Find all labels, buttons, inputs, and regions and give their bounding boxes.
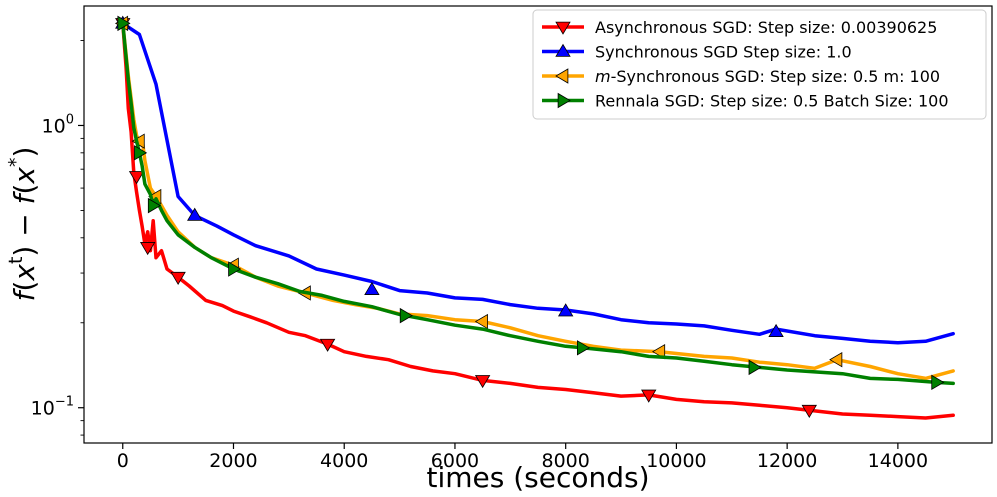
legend: Asynchronous SGD: Step size: 0.00390625 S…	[532, 9, 987, 120]
x-tick-label: 6000	[431, 450, 479, 472]
series-layer	[114, 15, 955, 420]
legend-marker	[555, 68, 569, 84]
series-marker	[931, 374, 945, 391]
series-marker	[128, 171, 145, 185]
series-marker	[474, 375, 491, 389]
x-axis: 0 2000 4000 6000 8000 10000 12000 14000	[117, 443, 928, 472]
x-tick-label: 4000	[320, 450, 368, 472]
x-tick-label: 14000	[868, 450, 928, 472]
series-marker	[139, 242, 156, 256]
series-marker	[801, 404, 817, 418]
legend-item-4: Rennala SGD: Step size: 0.5 Batch Size: …	[542, 92, 949, 111]
series-marker	[364, 281, 380, 295]
series-marker	[641, 389, 657, 403]
series-marker	[170, 271, 186, 286]
legend-item-3: m-Synchronous SGD: Step size: 0.5 m: 100	[542, 67, 940, 86]
series-marker	[187, 207, 203, 221]
legend-label: Asynchronous SGD: Step size: 0.00390625	[595, 18, 937, 37]
series-marker	[652, 343, 666, 360]
series-marker	[117, 15, 131, 32]
x-axis-title: times (seconds)	[426, 461, 649, 494]
y-tick-label: 10−1	[31, 395, 74, 420]
plot-frame	[83, 5, 993, 444]
y-axis-title: f(xt) − f(x*)	[5, 147, 41, 302]
series-marker	[576, 340, 591, 356]
series-marker	[228, 261, 242, 277]
y-tick-label: 100	[42, 112, 74, 137]
series-marker	[829, 351, 843, 368]
series-marker	[474, 313, 488, 330]
legend-marker	[555, 43, 571, 57]
x-tick-label: 8000	[542, 450, 590, 472]
legend-label: m-Synchronous SGD: Step size: 0.5 m: 100	[595, 67, 940, 86]
legend-label: Synchronous SGD Step size: 1.0	[595, 43, 852, 62]
series-marker	[134, 145, 148, 161]
series-marker	[557, 303, 574, 317]
series-marker	[748, 359, 762, 376]
series-marker	[399, 307, 413, 324]
legend-marker	[555, 21, 571, 35]
series-marker	[768, 323, 784, 337]
series-marker	[147, 197, 161, 214]
legend-item-2: Synchronous SGD Step size: 1.0	[542, 43, 852, 62]
series-marker	[319, 338, 336, 352]
series-4	[117, 15, 955, 391]
x-tick-label: 2000	[209, 450, 257, 472]
legend-marker	[557, 92, 571, 109]
x-tick-label: 12000	[757, 450, 817, 472]
legend-item-1: Asynchronous SGD: Step size: 0.00390625	[542, 18, 937, 37]
x-tick-label: 0	[117, 450, 129, 472]
series-line	[121, 21, 955, 345]
legend-label: Rennala SGD: Step size: 0.5 Batch Size: …	[595, 92, 949, 111]
x-tick-label: 10000	[646, 450, 706, 472]
y-axis: 100 10−1	[31, 40, 84, 436]
legend-box	[532, 9, 987, 120]
